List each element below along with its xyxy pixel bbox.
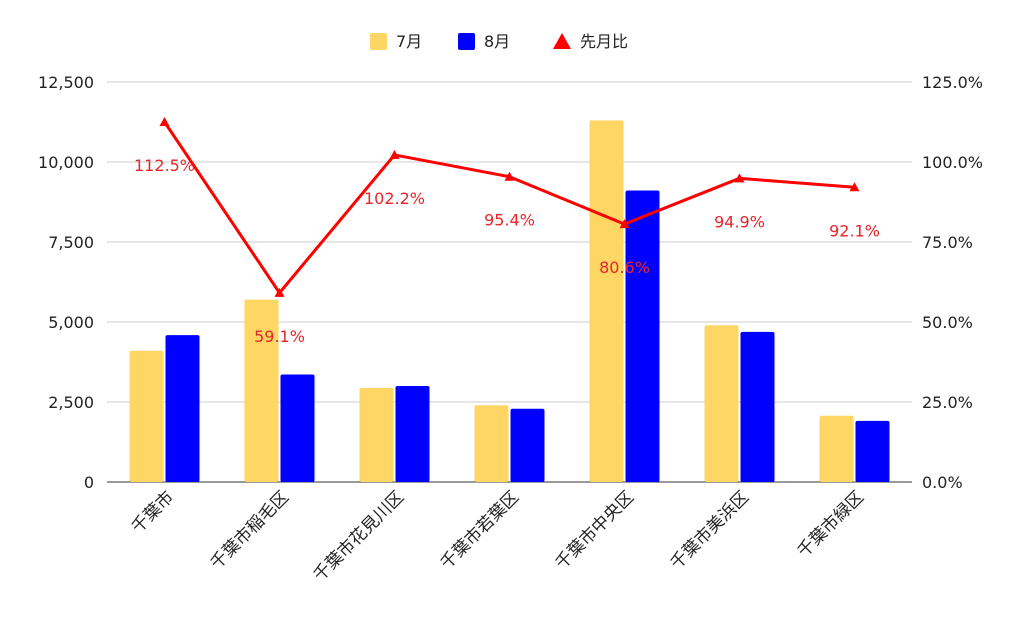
category-labels: 千葉市 千葉市稲毛区 千葉市花見川区 千葉市若葉区 千葉市中央区 千葉市美浜区 千葉市緑区 xyxy=(128,487,868,585)
legend-swatch xyxy=(370,33,387,50)
left-tick-label: 10,000 xyxy=(38,153,94,172)
category-label: 千葉市花見川区 xyxy=(310,487,408,585)
legend-label: 8月 xyxy=(484,32,510,51)
legend-triangle-icon xyxy=(553,33,571,49)
legend-label: 7月 xyxy=(396,32,422,51)
left-tick-label: 12,500 xyxy=(38,73,94,92)
bars xyxy=(129,120,890,483)
bar-7月-千葉市 xyxy=(129,350,164,482)
left-tick-label: 2,500 xyxy=(48,393,94,412)
right-tick-label: 0.0% xyxy=(922,473,963,492)
right-tick-label: 50.0% xyxy=(922,313,973,332)
bar-8月-千葉市稲毛区 xyxy=(280,374,315,482)
bar-8月-千葉市若葉区 xyxy=(510,408,545,482)
left-axis-ticks: 0 2,500 5,000 7,500 10,000 12,500 xyxy=(38,73,94,492)
ratio-point xyxy=(389,149,400,159)
bar-7月-千葉市稲毛区 xyxy=(244,299,279,482)
ratio-point xyxy=(849,182,860,192)
bar-8月-千葉市美浜区 xyxy=(740,331,775,482)
right-tick-label: 125.0% xyxy=(922,73,983,92)
bar-7月-千葉市美浜区 xyxy=(704,325,739,482)
category-label: 千葉市 xyxy=(128,487,178,537)
left-tick-label: 5,000 xyxy=(48,313,94,332)
bar-8月-千葉市 xyxy=(165,335,200,482)
category-label: 千葉市若葉区 xyxy=(437,487,523,573)
gridlines xyxy=(107,81,912,483)
category-label: 千葉市緑区 xyxy=(794,487,868,561)
ratio-data-label: 95.4% xyxy=(484,211,535,230)
right-tick-label: 100.0% xyxy=(922,153,983,172)
left-tick-label: 0 xyxy=(84,473,94,492)
ratio-point xyxy=(274,287,285,297)
ratio-line: 112.5% 59.1% 102.2% 95.4% 80.6% 94.9% 92.1% xyxy=(134,117,880,346)
bar-7月-千葉市緑区 xyxy=(819,415,854,482)
right-tick-label: 75.0% xyxy=(922,233,973,252)
category-label: 千葉市美浜区 xyxy=(667,487,753,573)
ratio-data-label: 80.6% xyxy=(599,258,650,277)
bar-8月-千葉市花見川区 xyxy=(395,386,430,482)
ratio-point xyxy=(619,219,630,229)
left-tick-label: 7,500 xyxy=(48,233,94,252)
ratio-data-label: 92.1% xyxy=(829,221,880,240)
bar-7月-千葉市中央区 xyxy=(589,120,624,483)
legend: 7月 8月 先月比 xyxy=(370,32,628,51)
ratio-data-label: 59.1% xyxy=(254,327,305,346)
right-tick-label: 25.0% xyxy=(922,393,973,412)
ratio-point xyxy=(504,171,515,181)
ratio-line-path xyxy=(163,121,855,295)
bar-8月-千葉市中央区 xyxy=(625,190,660,483)
ratio-data-label: 102.2% xyxy=(364,189,425,208)
bar-7月-千葉市花見川区 xyxy=(359,387,394,482)
legend-label: 先月比 xyxy=(580,32,628,51)
category-label: 千葉市稲毛区 xyxy=(207,487,293,573)
ratio-data-label: 94.9% xyxy=(714,212,765,231)
category-label: 千葉市中央区 xyxy=(552,487,638,573)
ratio-point xyxy=(734,173,745,183)
ratio-data-label: 112.5% xyxy=(134,156,195,175)
ratio-point xyxy=(159,117,170,126)
bar-8月-千葉市緑区 xyxy=(855,420,890,482)
bar-7月-千葉市若葉区 xyxy=(474,405,509,482)
right-axis-ticks: 0.0% 25.0% 50.0% 75.0% 100.0% 125.0% xyxy=(922,73,983,492)
legend-swatch xyxy=(458,33,475,50)
